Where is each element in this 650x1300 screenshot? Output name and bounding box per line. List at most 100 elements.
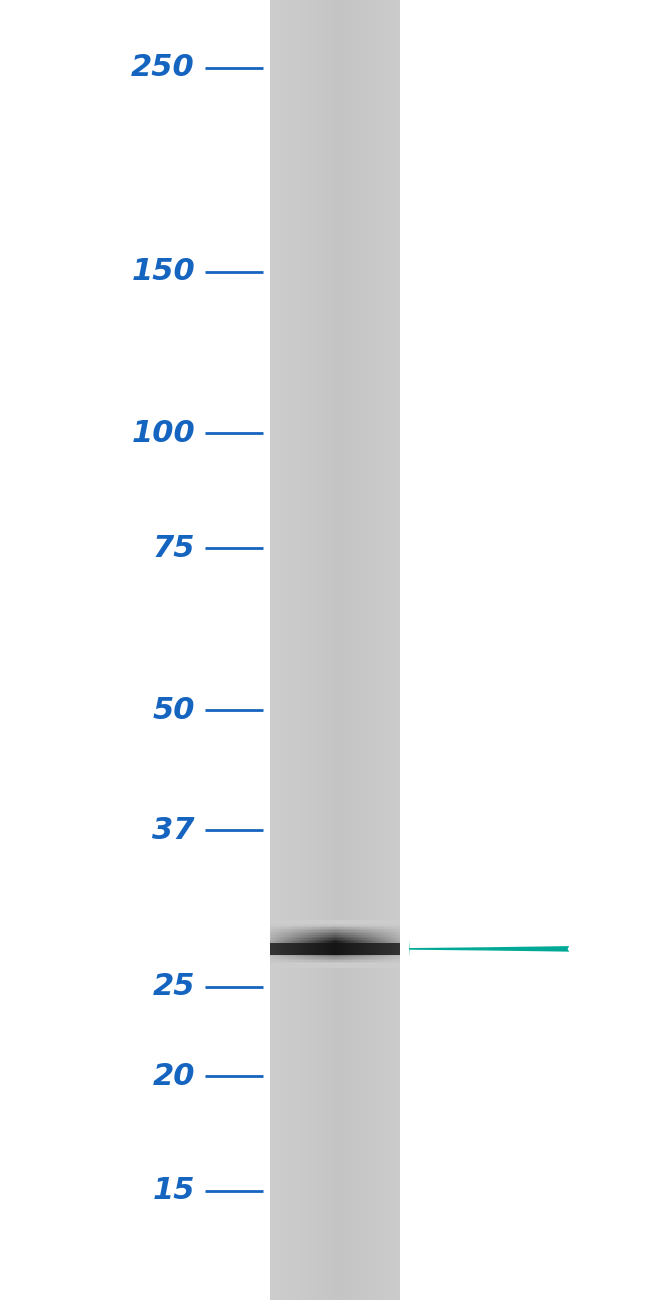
Bar — [389, 932, 390, 935]
Bar — [313, 963, 315, 967]
Bar — [300, 937, 302, 940]
Bar — [355, 932, 356, 935]
Bar — [382, 0, 384, 1300]
Bar — [296, 933, 298, 936]
Bar — [378, 949, 379, 953]
Bar — [359, 933, 360, 936]
Bar — [281, 937, 282, 940]
Bar — [367, 923, 369, 926]
Bar — [392, 940, 393, 942]
Bar — [279, 931, 280, 933]
Bar — [353, 963, 354, 967]
Bar — [307, 937, 309, 940]
Bar — [300, 946, 301, 949]
Bar — [384, 919, 385, 923]
Bar — [303, 924, 304, 927]
Bar — [367, 961, 368, 963]
Bar — [341, 937, 342, 940]
Bar — [300, 962, 302, 965]
Bar — [309, 919, 310, 923]
Bar — [395, 956, 396, 958]
Bar — [339, 940, 341, 942]
Bar — [361, 935, 363, 939]
Bar — [294, 959, 296, 962]
Bar — [333, 945, 335, 948]
Bar — [362, 0, 363, 1300]
Bar — [332, 944, 333, 954]
Bar — [389, 923, 391, 926]
Bar — [380, 923, 382, 926]
Bar — [394, 941, 395, 945]
Bar — [274, 944, 276, 946]
Bar — [382, 927, 383, 931]
Bar — [298, 939, 299, 941]
Bar — [397, 963, 398, 967]
Bar — [398, 940, 400, 942]
Bar — [285, 949, 286, 953]
Bar — [277, 927, 278, 931]
Bar — [399, 944, 400, 954]
Bar — [350, 945, 352, 948]
Bar — [355, 952, 356, 954]
Bar — [302, 937, 304, 940]
Bar — [298, 957, 299, 961]
Bar — [298, 946, 299, 949]
Bar — [283, 930, 285, 932]
Bar — [364, 959, 365, 962]
Bar — [389, 926, 390, 928]
Bar — [382, 922, 384, 924]
Bar — [391, 963, 392, 967]
Bar — [379, 954, 380, 957]
Bar — [296, 949, 298, 953]
Bar — [388, 0, 389, 1300]
Bar — [353, 932, 354, 935]
Bar — [348, 966, 350, 968]
Bar — [363, 944, 364, 946]
Bar — [342, 935, 343, 939]
Bar — [297, 941, 298, 945]
Bar — [384, 948, 385, 950]
Bar — [318, 933, 320, 936]
Bar — [355, 940, 356, 942]
Bar — [388, 927, 389, 931]
Bar — [292, 941, 293, 945]
Bar — [283, 924, 284, 927]
Bar — [284, 959, 285, 962]
Bar — [384, 957, 385, 961]
Bar — [315, 923, 316, 926]
Bar — [331, 945, 332, 948]
Bar — [286, 963, 287, 967]
Bar — [348, 940, 350, 942]
Bar — [308, 922, 309, 924]
Bar — [271, 927, 272, 931]
Bar — [358, 930, 359, 932]
Bar — [378, 0, 379, 1300]
Bar — [285, 944, 286, 946]
Bar — [361, 932, 362, 935]
Bar — [280, 962, 281, 965]
Bar — [338, 949, 339, 953]
Bar — [283, 944, 285, 954]
Bar — [376, 948, 377, 950]
Bar — [338, 927, 339, 931]
Bar — [367, 922, 368, 924]
Bar — [281, 944, 282, 954]
Bar — [382, 963, 383, 967]
Bar — [296, 948, 297, 950]
Bar — [278, 922, 280, 924]
Bar — [370, 962, 372, 965]
Bar — [289, 932, 291, 935]
Bar — [372, 930, 373, 932]
Bar — [292, 922, 293, 924]
Bar — [298, 926, 300, 928]
Bar — [312, 944, 313, 946]
Bar — [278, 939, 279, 941]
Bar — [281, 940, 282, 942]
Bar — [286, 953, 287, 956]
Bar — [350, 937, 352, 940]
Bar — [292, 924, 294, 927]
Bar — [387, 933, 388, 936]
Bar — [280, 957, 281, 961]
Bar — [297, 966, 298, 968]
Bar — [399, 0, 400, 1300]
